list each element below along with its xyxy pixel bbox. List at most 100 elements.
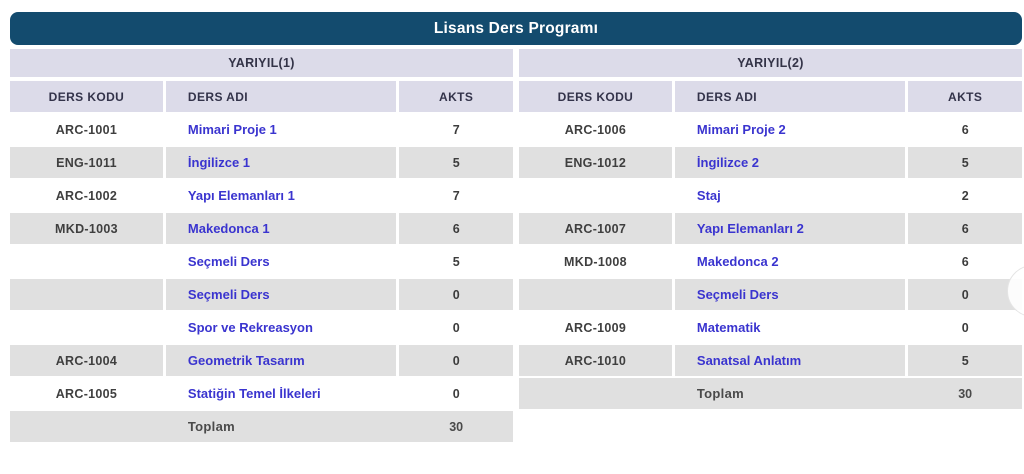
- course-row: ARC-1010 Sanatsal Anlatım 5: [519, 345, 1022, 376]
- course-akts-cell: 5: [399, 147, 513, 178]
- column-header-ders-kodu: DERS KODU: [519, 81, 672, 112]
- course-link[interactable]: İngilizce 2: [696, 155, 760, 170]
- course-akts-cell: 0: [399, 345, 513, 376]
- course-link[interactable]: Seçmeli Ders: [696, 287, 779, 302]
- course-link[interactable]: Mimari Proje 1: [187, 122, 277, 137]
- course-name-cell: Mimari Proje 2: [674, 114, 906, 145]
- course-code-cell: ARC-1007: [519, 213, 672, 244]
- course-row: MKD-1008 Makedonca 2 6: [519, 246, 1022, 277]
- course-row: Seçmeli Ders 5: [10, 246, 513, 277]
- course-row: ARC-1006 Mimari Proje 2 6: [519, 114, 1022, 145]
- course-code-cell: [519, 180, 672, 211]
- course-row: Seçmeli Ders 0: [519, 279, 1022, 310]
- course-row: MKD-1003 Makedonca 1 6: [10, 213, 513, 244]
- course-akts-cell: 6: [908, 213, 1022, 244]
- semester-1-column-header-row: DERS KODU DERS ADI AKTS: [10, 81, 513, 112]
- course-name-cell: Seçmeli Ders: [165, 279, 397, 310]
- course-code-cell: ARC-1010: [519, 345, 672, 376]
- course-row: ARC-1009 Matematik 0: [519, 312, 1022, 343]
- course-akts-cell: 7: [399, 180, 513, 211]
- course-code-cell: [10, 246, 163, 277]
- course-row: ARC-1002 Yapı Elemanları 1 7: [10, 180, 513, 211]
- course-link[interactable]: Makedonca 2: [696, 254, 779, 269]
- course-code-cell: MKD-1008: [519, 246, 672, 277]
- course-akts-cell: 5: [399, 246, 513, 277]
- course-link[interactable]: Yapı Elemanları 2: [696, 221, 804, 236]
- course-row: ARC-1005 Statiğin Temel İlkeleri 0: [10, 378, 513, 409]
- course-row: ARC-1001 Mimari Proje 1 7: [10, 114, 513, 145]
- column-header-ders-adi: DERS ADI: [165, 81, 397, 112]
- course-name-cell: Matematik: [674, 312, 906, 343]
- course-akts-cell: 6: [908, 114, 1022, 145]
- semester-table-1: YARIYIL(1) DERS KODU DERS ADI AKTS ARC-1…: [10, 49, 513, 442]
- course-link[interactable]: Yapı Elemanları 1: [187, 188, 295, 203]
- course-name-cell: Spor ve Rekreasyon: [165, 312, 397, 343]
- course-code-cell: ARC-1004: [10, 345, 163, 376]
- column-header-akts: AKTS: [908, 81, 1022, 112]
- semester-2-column-header-row: DERS KODU DERS ADI AKTS: [519, 81, 1022, 112]
- course-code-cell: [10, 279, 163, 310]
- course-name-cell: Makedonca 2: [674, 246, 906, 277]
- column-header-ders-kodu: DERS KODU: [10, 81, 163, 112]
- course-name-cell: Seçmeli Ders: [674, 279, 906, 310]
- course-link[interactable]: Mimari Proje 2: [696, 122, 786, 137]
- course-akts-cell: 0: [399, 378, 513, 409]
- column-header-akts: AKTS: [399, 81, 513, 112]
- course-name-cell: Yapı Elemanları 2: [674, 213, 906, 244]
- semester-table-2: YARIYIL(2) DERS KODU DERS ADI AKTS ARC-1…: [519, 49, 1022, 442]
- course-akts-cell: 6: [908, 246, 1022, 277]
- course-link[interactable]: Matematik: [696, 320, 761, 335]
- course-link[interactable]: Spor ve Rekreasyon: [187, 320, 313, 335]
- course-name-cell: Mimari Proje 1: [165, 114, 397, 145]
- course-code-cell: MKD-1003: [10, 213, 163, 244]
- semester-2-header: YARIYIL(2): [519, 49, 1022, 77]
- semester-2-rows: ARC-1006 Mimari Proje 2 6 ENG-1012 İngilizce…: [519, 114, 1022, 376]
- course-link[interactable]: Seçmeli Ders: [187, 254, 270, 269]
- course-akts-cell: 5: [908, 345, 1022, 376]
- course-link[interactable]: Sanatsal Anlatım: [696, 353, 802, 368]
- course-row: ENG-1011 İngilizce 1 5: [10, 147, 513, 178]
- course-name-cell: Sanatsal Anlatım: [674, 345, 906, 376]
- column-header-ders-adi: DERS ADI: [674, 81, 906, 112]
- semester-tables-container: YARIYIL(1) DERS KODU DERS ADI AKTS ARC-1…: [10, 49, 1022, 442]
- course-name-cell: İngilizce 2: [674, 147, 906, 178]
- course-row: Spor ve Rekreasyon 0: [10, 312, 513, 343]
- course-name-cell: İngilizce 1: [165, 147, 397, 178]
- total-empty-cell: [519, 378, 672, 409]
- course-code-cell: ARC-1001: [10, 114, 163, 145]
- course-link[interactable]: Seçmeli Ders: [187, 287, 270, 302]
- course-link[interactable]: Makedonca 1: [187, 221, 270, 236]
- course-akts-cell: 0: [399, 312, 513, 343]
- course-link[interactable]: Staj: [696, 188, 721, 203]
- course-akts-cell: 0: [399, 279, 513, 310]
- course-akts-cell: 7: [399, 114, 513, 145]
- course-row: ARC-1004 Geometrik Tasarım 0: [10, 345, 513, 376]
- course-name-cell: Statiğin Temel İlkeleri: [165, 378, 397, 409]
- total-empty-cell: [10, 411, 163, 442]
- course-code-cell: ARC-1005: [10, 378, 163, 409]
- course-link[interactable]: İngilizce 1: [187, 155, 251, 170]
- course-code-cell: ARC-1006: [519, 114, 672, 145]
- course-link[interactable]: Geometrik Tasarım: [187, 353, 305, 368]
- course-row: ENG-1012 İngilizce 2 5: [519, 147, 1022, 178]
- total-label: Toplam: [696, 386, 744, 401]
- course-akts-cell: 6: [399, 213, 513, 244]
- semester-1-total-row: Toplam 30: [10, 411, 513, 442]
- course-akts-cell: 2: [908, 180, 1022, 211]
- course-akts-cell: 5: [908, 147, 1022, 178]
- course-link[interactable]: Statiğin Temel İlkeleri: [187, 386, 321, 401]
- course-code-cell: ARC-1002: [10, 180, 163, 211]
- course-code-cell: [10, 312, 163, 343]
- total-value: 30: [449, 419, 464, 434]
- total-value: 30: [958, 386, 973, 401]
- course-row: Staj 2: [519, 180, 1022, 211]
- course-name-cell: Makedonca 1: [165, 213, 397, 244]
- course-name-cell: Geometrik Tasarım: [165, 345, 397, 376]
- semester-1-header: YARIYIL(1): [10, 49, 513, 77]
- course-code-cell: ENG-1012: [519, 147, 672, 178]
- course-name-cell: Staj: [674, 180, 906, 211]
- semester-1-rows: ARC-1001 Mimari Proje 1 7 ENG-1011 İngilizce…: [10, 114, 513, 409]
- course-akts-cell: 0: [908, 279, 1022, 310]
- total-label: Toplam: [187, 419, 235, 434]
